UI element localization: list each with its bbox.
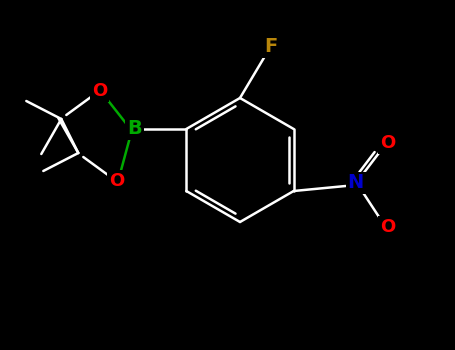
- Text: O: O: [380, 218, 395, 236]
- Text: B: B: [127, 119, 142, 139]
- Text: F: F: [264, 37, 278, 56]
- Text: O: O: [380, 134, 395, 152]
- Text: N: N: [348, 174, 364, 192]
- Text: O: O: [109, 172, 124, 190]
- Text: O: O: [91, 82, 107, 100]
